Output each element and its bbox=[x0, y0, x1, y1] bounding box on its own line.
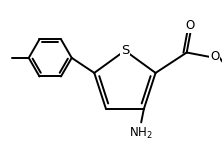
Text: NH$_2$: NH$_2$ bbox=[129, 126, 153, 141]
Text: O: O bbox=[186, 19, 195, 32]
Text: S: S bbox=[121, 44, 129, 57]
Text: O: O bbox=[210, 50, 219, 63]
